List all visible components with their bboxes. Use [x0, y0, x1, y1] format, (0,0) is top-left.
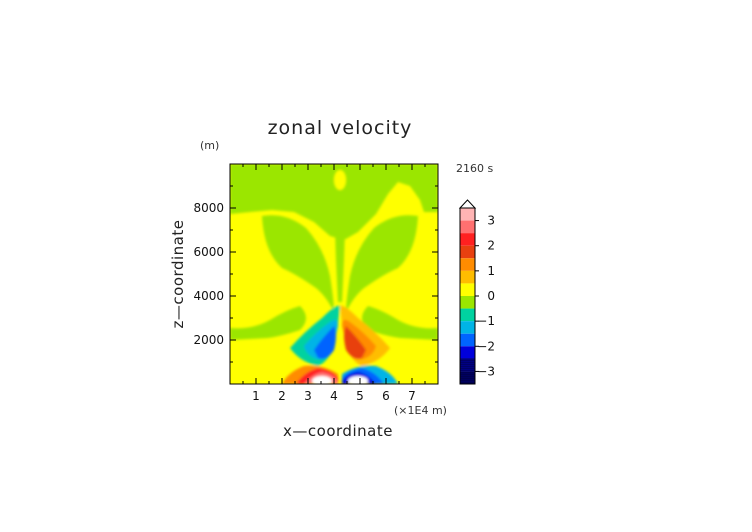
colorbar-swatch [460, 296, 475, 309]
colorbar-swatch [460, 233, 475, 246]
x-tick-label: 4 [330, 389, 338, 403]
colorbar-swatch [460, 333, 475, 347]
chart-title: zonal velocity [268, 117, 413, 139]
colorbar-swatch [460, 308, 475, 322]
colorbar-swatch [460, 208, 475, 221]
colorbar-swatch [460, 270, 475, 284]
y-tick-label: 6000 [193, 245, 224, 259]
green-lower-left [230, 306, 306, 340]
yellow-top-blob [334, 170, 346, 190]
green-lower-right [362, 306, 438, 340]
y-tick-label: 4000 [193, 289, 224, 303]
x-axis-label: x—coordinate [283, 422, 393, 440]
white-max-left [312, 376, 332, 384]
colorbar: 3 2 1 0 −1 −2 −3 [458, 199, 495, 385]
colorbar-tick-label: −3 [477, 364, 495, 378]
y-tick-label: 8000 [193, 201, 224, 215]
y-axis-ticks: 2000 4000 6000 8000 [193, 163, 438, 385]
x-tick-label: 5 [356, 389, 364, 403]
white-min-right [348, 376, 368, 384]
colorbar-tick-label: 2 [487, 239, 495, 253]
green-upper-left [230, 164, 438, 240]
x-tick-label: 3 [304, 389, 312, 403]
colorbar-swatch [460, 220, 475, 234]
colorbar-tick-label: 0 [487, 289, 495, 303]
red-right-lobe [344, 326, 366, 359]
colorbar-swatch [460, 245, 475, 259]
y-unit-label: (m) [200, 139, 219, 152]
x-unit-label: (×1E4 m) [394, 404, 447, 417]
x-axis-ticks: 1 2 3 4 5 6 7 [229, 164, 439, 403]
contour-field [230, 164, 438, 384]
colorbar-tick-label: 1 [487, 264, 495, 278]
green-right-arm [346, 215, 418, 312]
x-tick-label: 1 [252, 389, 260, 403]
x-tick-label: 2 [278, 389, 286, 403]
colorbar-swatch [460, 258, 475, 271]
colorbar-swatch [460, 321, 475, 334]
green-left-arm [262, 215, 334, 312]
colorbar-swatch [460, 371, 475, 384]
colorbar-swatch [460, 283, 475, 296]
colorbar-extend-arrow [458, 199, 477, 209]
colorbar-swatch [460, 346, 475, 359]
blue-left-lobe [314, 326, 336, 359]
colorbar-swatch [460, 358, 475, 372]
x-tick-label: 6 [382, 389, 390, 403]
colorbar-tick-label: −2 [477, 339, 495, 353]
y-tick-label: 2000 [193, 333, 224, 347]
y-axis-label: z—coordinate [169, 220, 187, 329]
time-label: 2160 s [456, 162, 493, 175]
green-center-stem [334, 200, 346, 302]
colorbar-tick-label: 3 [487, 214, 495, 228]
colorbar-tick-label: −1 [477, 314, 495, 328]
x-tick-label: 7 [408, 389, 416, 403]
